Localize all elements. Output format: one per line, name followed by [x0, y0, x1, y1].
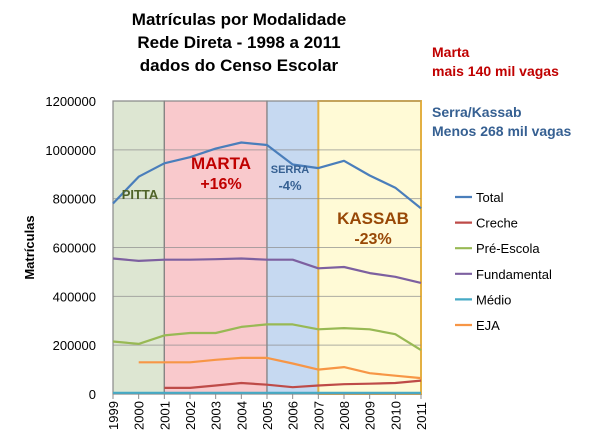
x-tick-label: 2003: [209, 401, 224, 430]
x-tick-label: 2005: [260, 401, 275, 430]
legend-label-total: Total: [476, 190, 504, 205]
legend-label-pre-escola: Pré-Escola: [476, 241, 540, 256]
region-change-kassab: -23%: [354, 231, 391, 248]
y-tick-label: 0: [89, 387, 96, 402]
x-tick-label: 1999: [106, 401, 121, 430]
y-tick-label: 600000: [53, 241, 96, 256]
series-line-fundamental: [112, 257, 422, 284]
x-tick-label: 2004: [234, 401, 249, 430]
series-lines: [112, 141, 422, 394]
x-tick-label: 2000: [132, 401, 147, 430]
x-tick-label: 2002: [183, 401, 198, 430]
x-tick-label: 2008: [337, 401, 352, 430]
x-tick-label: 2009: [363, 401, 378, 430]
legend: Total Creche Pré-Escola Fundamental Médio EJA: [455, 190, 552, 333]
series-line-creche: [164, 379, 422, 389]
legend-label-creche: Creche: [476, 216, 518, 231]
x-tick-label: 2011: [414, 402, 429, 430]
annotation-line: mais 140 mil vagas: [432, 63, 559, 79]
annotation-line: Marta: [432, 44, 470, 60]
y-tick-label: 1200000: [45, 94, 96, 109]
region-label-pitta: PITTA: [122, 187, 159, 202]
chart-title-line: Matrículas por Modalidade: [132, 10, 346, 29]
legend-label-fundamental: Fundamental: [476, 267, 552, 282]
chart-title-line: Rede Direta - 1998 a 2011: [137, 33, 340, 52]
series-line-total: [112, 141, 422, 210]
region-change-marta: +16%: [200, 176, 241, 193]
annotation-line: Menos 268 mil vagas: [432, 123, 572, 139]
region-label-marta: MARTA: [191, 154, 251, 173]
y-axis-label: Matrículas: [22, 215, 37, 279]
x-tick-label: 2006: [286, 401, 301, 430]
chart-title-line: dados do Censo Escolar: [140, 56, 339, 75]
y-tick-label: 1000000: [45, 143, 96, 158]
annotations: Marta mais 140 mil vagas Serra/Kassab Menos…: [432, 44, 572, 139]
chart-title: Matrículas por Modalidade Rede Direta - 1…: [132, 10, 346, 75]
region-change-serra: -4%: [278, 178, 302, 193]
y-tick-label: 200000: [53, 338, 96, 353]
y-tick-label: 800000: [53, 192, 96, 207]
x-tick-label: 2010: [388, 401, 403, 430]
legend-label-eja: EJA: [476, 318, 500, 333]
region-labels: PITTA MARTA +16% SERRA -4% KASSAB -23%: [122, 154, 409, 248]
legend-label-medio: Médio: [476, 292, 511, 307]
region-label-serra: SERRA: [271, 164, 310, 176]
series-line-pre-escola: [112, 323, 422, 352]
x-tick-label: 2007: [311, 401, 326, 430]
x-tick-label: 2001: [157, 401, 172, 430]
region-label-kassab: KASSAB: [337, 209, 409, 228]
annotation-line: Serra/Kassab: [432, 104, 522, 120]
y-tick-label: 400000: [53, 289, 96, 304]
series-line-eja: [138, 356, 422, 380]
axes: 0 200000 400000 600000 800000 1000000 1200000 M…: [22, 94, 429, 430]
